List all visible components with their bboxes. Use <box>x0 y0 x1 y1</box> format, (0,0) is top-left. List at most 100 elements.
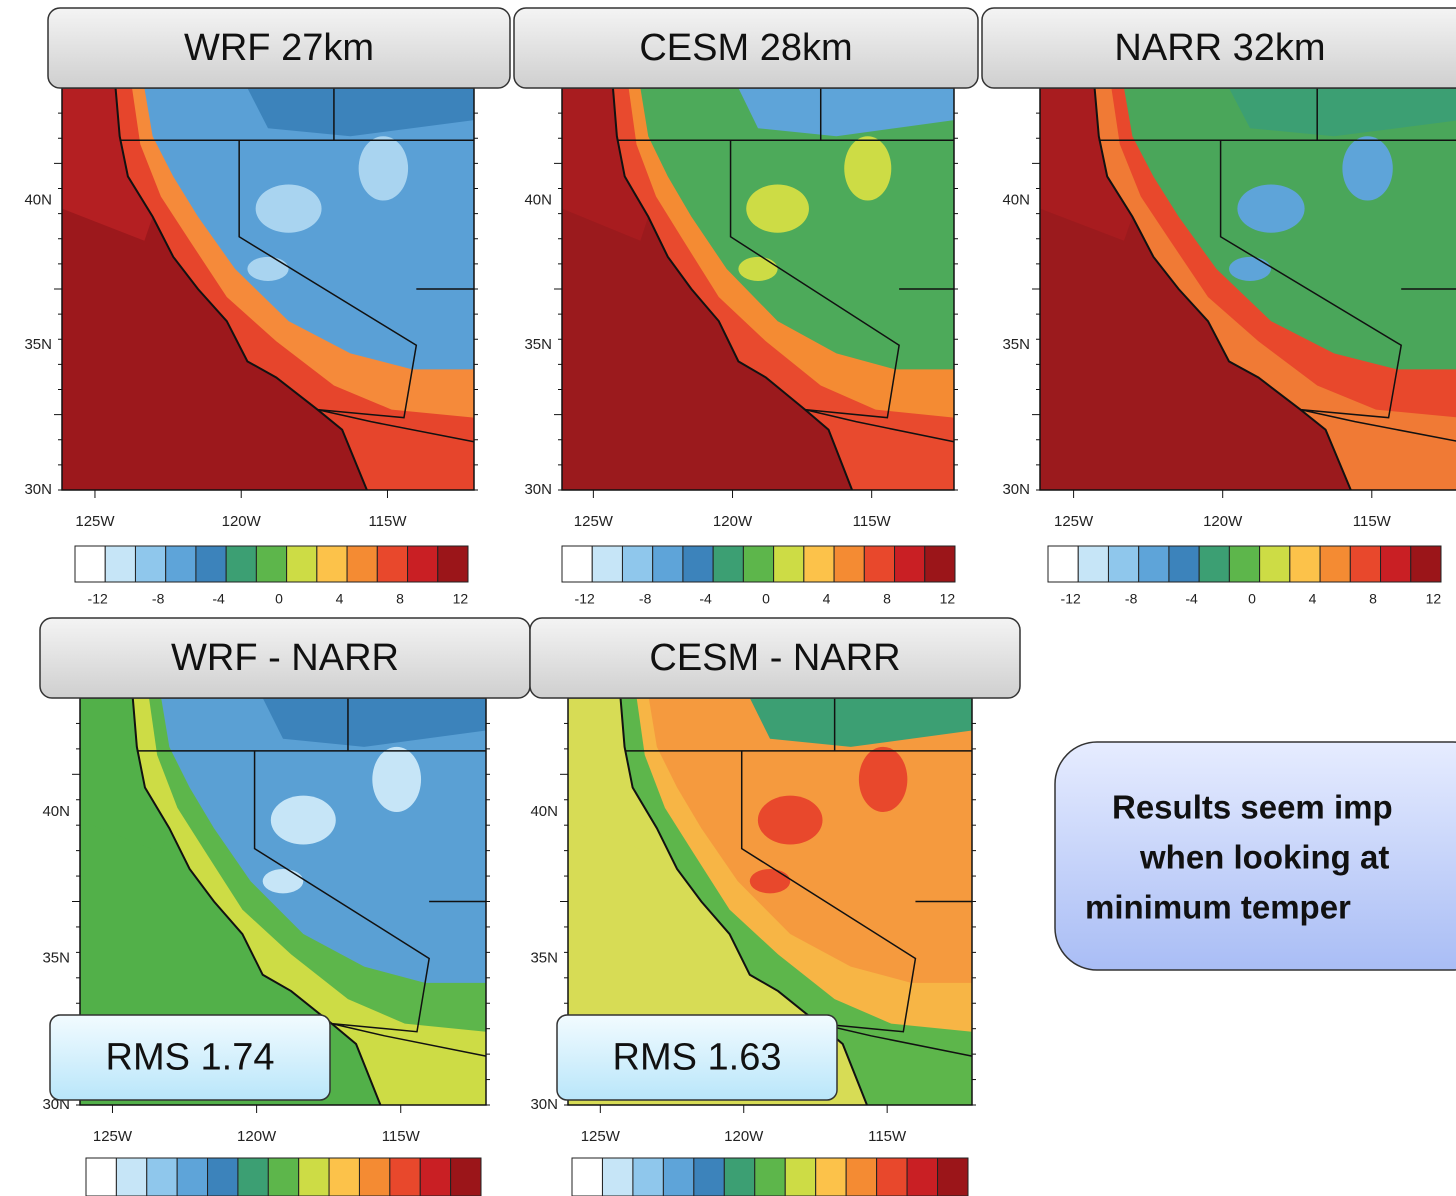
patch <box>757 795 823 845</box>
lat-label: 30N <box>524 481 552 498</box>
colorbar-label: -12 <box>575 591 595 607</box>
colorbar-swatch <box>937 1157 969 1196</box>
patch <box>749 868 791 894</box>
panel-tab <box>529 617 1021 699</box>
colorbar-label: -8 <box>639 591 652 607</box>
patch <box>262 868 304 894</box>
colorbar-swatch <box>591 545 623 583</box>
lat-label: 40N <box>42 803 70 820</box>
colorbar-label: 12 <box>453 591 469 607</box>
panel-title: WRF - NARR <box>171 637 399 679</box>
lat-label: 35N <box>42 949 70 966</box>
callout-line: Results seem imp <box>1112 789 1393 826</box>
colorbar-swatch <box>712 545 744 583</box>
colorbar-label: -12 <box>88 591 108 607</box>
colorbar-swatch <box>165 545 197 583</box>
patch <box>1229 256 1271 281</box>
colorbar-swatch <box>906 1157 939 1196</box>
map <box>1032 87 1456 491</box>
colorbar-label: 12 <box>940 591 956 607</box>
colorbar-swatch <box>894 545 926 583</box>
land-north <box>738 88 954 137</box>
lon-label: 120W <box>237 1128 277 1145</box>
patch <box>746 184 809 233</box>
lat-label: 30N <box>1002 481 1030 498</box>
colorbar-swatch <box>1107 545 1140 583</box>
colorbar-swatch <box>146 1157 178 1196</box>
colorbar-swatch <box>632 1157 664 1196</box>
patch <box>372 746 422 812</box>
colorbar-label: -8 <box>1125 591 1138 607</box>
patch <box>358 136 409 201</box>
lat-label: 35N <box>1002 336 1030 353</box>
land-north <box>1229 88 1456 137</box>
colorbar-swatch <box>833 545 865 583</box>
colorbar-swatch <box>298 1157 330 1196</box>
ocean-near <box>80 698 170 853</box>
colorbar-swatch <box>815 1157 847 1196</box>
colorbar-swatch <box>1319 545 1351 583</box>
colorbar-label: 0 <box>1248 591 1256 607</box>
callout-box <box>1054 741 1456 971</box>
ocean-near <box>568 698 657 853</box>
colorbar-label: -12 <box>1061 591 1081 607</box>
colorbar-label: 4 <box>823 591 831 607</box>
rms-label: RMS 1.63 <box>613 1037 782 1079</box>
colorbar-swatch <box>803 545 835 583</box>
state-line <box>331 1022 487 1057</box>
colorbar-swatch <box>662 1157 695 1196</box>
rms-label: RMS 1.74 <box>106 1037 275 1079</box>
colorbar-swatch <box>376 545 409 583</box>
lat-label: 30N <box>530 1096 558 1113</box>
lon-label: 115W <box>853 513 892 530</box>
state-line <box>253 750 430 1033</box>
colorbar-swatch <box>784 1157 817 1196</box>
rms-box <box>49 1014 331 1101</box>
colorbar-swatch <box>1168 545 1200 583</box>
colorbar-swatch <box>863 545 896 583</box>
colorbar-swatch <box>1047 545 1079 583</box>
colorbar-label: -8 <box>152 591 165 607</box>
colorbar-swatch <box>316 545 348 583</box>
patch <box>1342 136 1393 201</box>
colorbar-swatch <box>286 545 318 583</box>
colorbar-swatch <box>1198 545 1230 583</box>
panel-title: CESM - NARR <box>649 637 900 679</box>
colorbar-swatch <box>1349 545 1382 583</box>
colorbar-swatch <box>437 545 469 583</box>
land-north <box>749 698 972 747</box>
colorbar-swatch <box>773 545 805 583</box>
colorbar-swatch <box>134 545 167 583</box>
colorbar-swatch <box>845 1157 878 1196</box>
state-line <box>1300 408 1456 442</box>
colorbar-swatch <box>652 545 684 583</box>
colorbar-label: -4 <box>1185 591 1198 607</box>
state-line <box>804 408 955 443</box>
lat-label: 35N <box>24 336 52 353</box>
colorbar-swatch <box>1259 545 1291 583</box>
colorbar-swatch <box>561 545 593 583</box>
colorbar-swatch <box>328 1157 360 1196</box>
lat-label: 30N <box>24 481 52 498</box>
panel-title: NARR 32km <box>1114 27 1325 69</box>
patch <box>255 184 322 233</box>
colorbar-swatch <box>924 545 956 583</box>
colorbar-swatch <box>237 1157 269 1196</box>
colorbar-swatch <box>419 1157 452 1196</box>
colorbar-swatch <box>267 1157 300 1196</box>
lon-label: 125W <box>75 513 115 530</box>
colorbar-swatch <box>1380 545 1412 583</box>
coastline <box>114 87 368 491</box>
colorbar-swatch <box>74 545 106 583</box>
colorbar-swatch <box>358 1157 391 1196</box>
colorbar-swatch <box>104 545 136 583</box>
panel-title: WRF 27km <box>184 27 374 69</box>
map <box>54 87 478 491</box>
lat-label: 35N <box>530 949 558 966</box>
colorbar-swatch <box>1289 545 1321 583</box>
state-line <box>740 750 917 1033</box>
lon-label: 120W <box>713 513 753 530</box>
colorbar-swatch <box>601 1157 634 1196</box>
land-north <box>247 88 474 137</box>
colorbar-label: 8 <box>883 591 891 607</box>
